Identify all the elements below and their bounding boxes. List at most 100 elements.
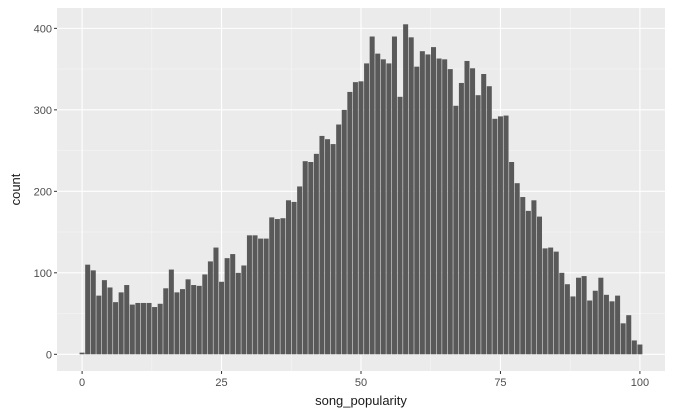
histogram-bar	[626, 315, 632, 355]
x-tick-label: 100	[631, 377, 649, 389]
histogram-bar	[587, 300, 593, 355]
x-tick-label: 0	[79, 377, 85, 389]
histogram-bar	[179, 289, 186, 355]
histogram-bar	[336, 124, 342, 355]
histogram-bar	[603, 294, 609, 355]
histogram-bar	[325, 139, 331, 355]
histogram-bar	[202, 274, 208, 355]
histogram-bar	[592, 290, 598, 355]
y-axis-title: count	[8, 173, 23, 205]
histogram-bar	[542, 248, 548, 355]
histogram-bar	[168, 269, 174, 355]
histogram-bar	[615, 295, 621, 355]
x-tick-label: 25	[215, 377, 227, 389]
histogram-bar	[308, 162, 314, 355]
histogram-bar	[174, 292, 180, 355]
histogram-bar	[531, 200, 537, 355]
histogram-bar	[269, 217, 275, 355]
histogram-bar	[598, 277, 604, 355]
histogram-bar	[163, 288, 169, 355]
histogram-bar	[369, 36, 375, 355]
x-axis-ticks: 0 25 50 75 100	[79, 371, 649, 389]
histogram-bar	[637, 344, 643, 355]
histogram-bar	[79, 352, 85, 355]
histogram-bar	[241, 265, 247, 355]
histogram-bar	[213, 247, 219, 355]
histogram-bar	[118, 292, 124, 355]
histogram-bar	[219, 281, 225, 355]
histogram-bar	[107, 287, 113, 355]
histogram-bar	[380, 59, 386, 355]
histogram-bar	[85, 264, 91, 355]
histogram-bar	[113, 302, 119, 355]
y-tick-label: 300	[34, 105, 52, 117]
histogram-bar	[347, 91, 353, 355]
bar-series	[79, 24, 643, 355]
histogram-bar	[436, 58, 442, 355]
histogram-bar	[464, 60, 470, 355]
histogram-bar	[358, 81, 364, 355]
histogram-bar	[520, 197, 526, 355]
histogram-bar	[135, 302, 141, 355]
y-tick-label: 400	[34, 23, 52, 35]
histogram-bar	[364, 63, 370, 355]
histogram-bar	[631, 340, 637, 355]
histogram-bar	[375, 53, 381, 355]
histogram-bar	[447, 69, 453, 355]
histogram-bar	[492, 118, 498, 355]
histogram-bar	[319, 135, 325, 355]
histogram-bar	[525, 210, 531, 355]
histogram-bar	[458, 82, 464, 355]
y-axis-ticks: 0 100 200 300 400	[34, 23, 57, 361]
y-tick-label: 200	[34, 186, 52, 198]
histogram-bar	[453, 105, 459, 355]
histogram-bar	[514, 183, 520, 355]
histogram-bar	[129, 304, 135, 355]
histogram-bar	[291, 201, 297, 355]
y-tick-label: 0	[46, 349, 52, 361]
histogram-bar	[101, 280, 107, 355]
histogram-bar	[536, 216, 543, 355]
histogram-bar	[559, 272, 565, 355]
histogram-bar	[146, 302, 152, 355]
histogram-bar	[553, 251, 559, 355]
histogram-bar	[503, 115, 509, 355]
histogram-bar	[564, 284, 570, 355]
histogram-bar	[246, 235, 252, 355]
histogram-bar	[408, 37, 414, 355]
histogram-bar	[497, 116, 503, 355]
histogram-bar	[425, 54, 431, 355]
histogram-bar	[330, 144, 336, 355]
histogram-bar	[509, 162, 515, 355]
histogram-bar	[230, 254, 236, 355]
y-tick-label: 100	[34, 268, 52, 280]
histogram-bar	[481, 74, 487, 355]
histogram-bar	[263, 238, 269, 355]
histogram-bar	[90, 270, 96, 355]
histogram-bar	[442, 59, 448, 355]
histogram-bar	[431, 47, 437, 355]
histogram-bar	[397, 96, 403, 355]
histogram-bar	[313, 153, 319, 355]
histogram-bar	[252, 235, 258, 355]
x-tick-label: 75	[494, 377, 506, 389]
histogram-bar	[152, 307, 158, 355]
histogram-bar	[191, 285, 197, 355]
histogram-bar	[609, 301, 615, 355]
histogram-bar	[258, 238, 264, 355]
histogram-bar	[576, 277, 582, 355]
histogram-bar	[570, 296, 576, 355]
histogram-bar	[419, 51, 425, 355]
histogram-bar	[207, 261, 213, 355]
histogram-bar	[414, 66, 420, 355]
histogram-bar	[386, 63, 392, 355]
histogram-bar	[470, 68, 476, 355]
histogram-bar	[124, 285, 130, 355]
histogram-bar	[280, 218, 286, 355]
histogram-bar	[548, 247, 554, 355]
histogram-bar	[391, 36, 397, 355]
histogram-bar	[486, 86, 492, 355]
histogram-bar	[196, 285, 202, 355]
